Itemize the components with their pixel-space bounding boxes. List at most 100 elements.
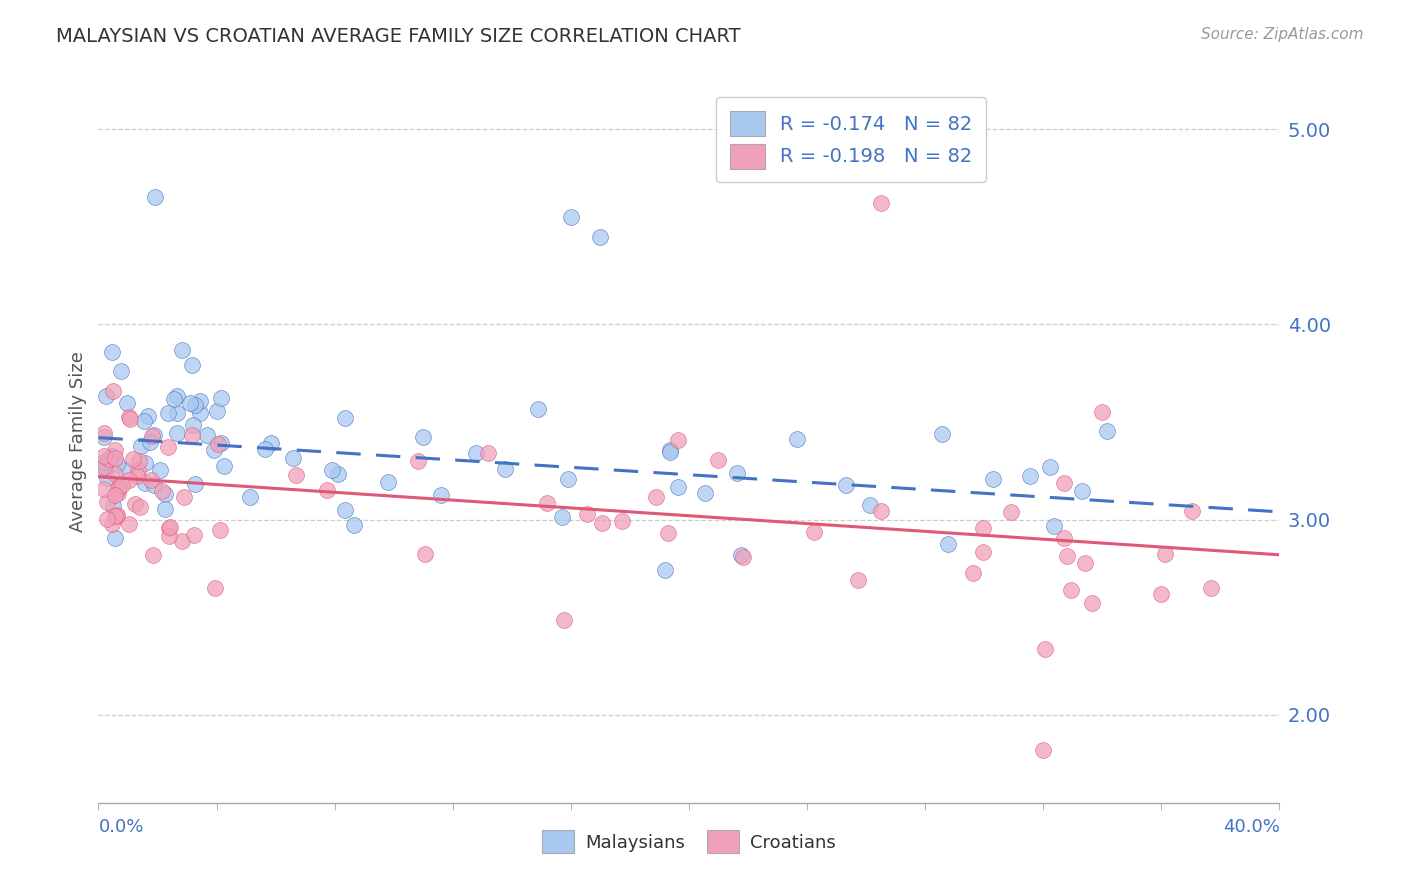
- Point: [576, 507, 599, 521]
- Point: [1000, 506, 1022, 520]
- Point: [179, 396, 201, 410]
- Point: [105, 508, 128, 523]
- Point: [170, 343, 193, 357]
- Point: [527, 402, 550, 417]
- Point: [94, 389, 117, 403]
- Point: [429, 487, 451, 501]
- Point: [141, 428, 163, 442]
- Point: [202, 442, 225, 457]
- Point: [104, 508, 127, 523]
- Point: [209, 392, 232, 406]
- Point: [870, 196, 893, 211]
- Point: [1043, 518, 1066, 533]
- Point: [659, 442, 682, 457]
- Point: [93, 482, 115, 496]
- Point: [494, 462, 516, 476]
- Point: [190, 406, 212, 420]
- Point: [668, 433, 690, 447]
- Point: [938, 536, 960, 550]
- Point: [104, 451, 127, 466]
- Point: [1032, 743, 1054, 757]
- Point: [101, 516, 124, 531]
- Point: [183, 417, 205, 432]
- Point: [143, 478, 166, 492]
- Point: [1018, 469, 1040, 483]
- Point: [835, 478, 858, 492]
- Point: [166, 389, 188, 403]
- Point: [321, 463, 343, 477]
- Point: [730, 549, 752, 563]
- Point: [111, 478, 134, 492]
- Point: [149, 462, 172, 476]
- Point: [333, 503, 356, 517]
- Point: [104, 488, 127, 502]
- Point: [166, 425, 188, 440]
- Point: [180, 358, 202, 372]
- Point: [163, 392, 186, 406]
- Point: [183, 476, 205, 491]
- Point: [127, 463, 149, 477]
- Point: [127, 469, 149, 483]
- Point: [557, 472, 579, 486]
- Point: [142, 548, 165, 562]
- Point: [560, 210, 582, 224]
- Point: [124, 497, 146, 511]
- Point: [107, 482, 129, 496]
- Point: [725, 466, 748, 480]
- Point: [981, 472, 1004, 486]
- Point: [477, 446, 499, 460]
- Point: [142, 427, 165, 442]
- Point: [134, 456, 156, 470]
- Point: [1033, 642, 1056, 657]
- Point: [551, 509, 574, 524]
- Point: [96, 471, 118, 485]
- Point: [166, 406, 188, 420]
- Text: MALAYSIAN VS CROATIAN AVERAGE FAMILY SIZE CORRELATION CHART: MALAYSIAN VS CROATIAN AVERAGE FAMILY SIZ…: [56, 27, 741, 45]
- Point: [846, 573, 869, 587]
- Point: [1056, 549, 1078, 563]
- Point: [129, 439, 152, 453]
- Point: [122, 452, 145, 467]
- Point: [207, 404, 229, 418]
- Point: [333, 411, 356, 425]
- Point: [159, 528, 181, 542]
- Point: [114, 463, 136, 477]
- Point: [207, 437, 229, 451]
- Point: [281, 451, 304, 466]
- Point: [183, 528, 205, 542]
- Point: [591, 516, 613, 530]
- Point: [1070, 484, 1092, 499]
- Text: 0.0%: 0.0%: [98, 819, 143, 837]
- Legend: Malaysians, Croatians: Malaysians, Croatians: [529, 818, 849, 866]
- Point: [214, 459, 236, 474]
- Y-axis label: Average Family Size: Average Family Size: [69, 351, 87, 532]
- Point: [962, 566, 984, 581]
- Point: [93, 426, 115, 441]
- Point: [869, 504, 891, 518]
- Point: [316, 483, 339, 497]
- Point: [157, 440, 180, 454]
- Text: 40.0%: 40.0%: [1223, 819, 1279, 837]
- Point: [412, 429, 434, 443]
- Point: [110, 364, 132, 378]
- Point: [253, 442, 276, 457]
- Text: Source: ZipAtlas.com: Source: ZipAtlas.com: [1201, 27, 1364, 42]
- Point: [139, 473, 162, 487]
- Point: [260, 436, 283, 450]
- Point: [406, 453, 429, 467]
- Point: [101, 499, 124, 513]
- Point: [707, 452, 730, 467]
- Point: [155, 502, 177, 516]
- Point: [803, 524, 825, 539]
- Point: [195, 428, 218, 442]
- Point: [117, 517, 139, 532]
- Point: [138, 409, 160, 423]
- Point: [132, 414, 155, 428]
- Point: [117, 396, 139, 410]
- Point: [209, 523, 232, 537]
- Point: [693, 485, 716, 500]
- Point: [118, 473, 141, 487]
- Point: [1074, 556, 1097, 570]
- Point: [101, 345, 124, 359]
- Point: [343, 517, 366, 532]
